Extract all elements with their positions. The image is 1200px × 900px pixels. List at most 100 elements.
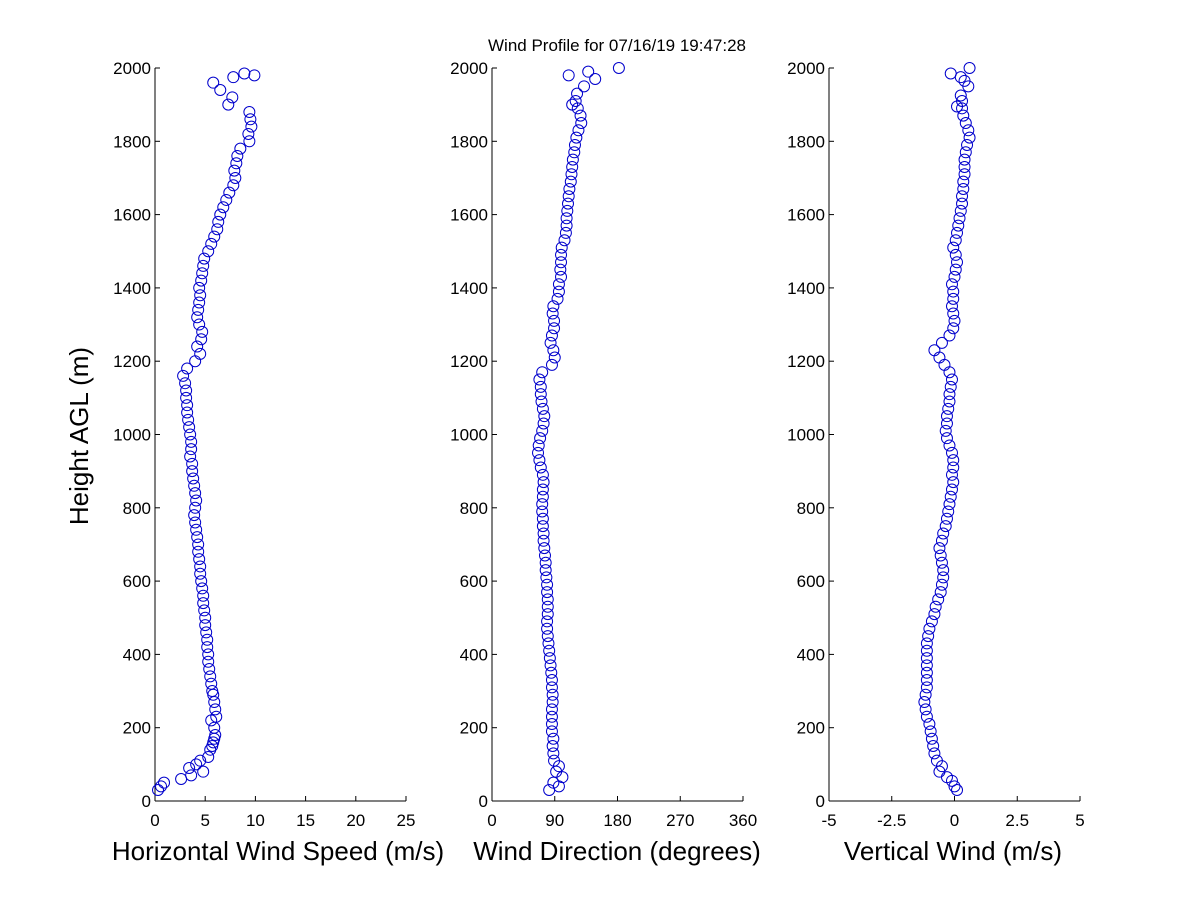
direction-data-point <box>548 322 561 335</box>
speed-data-point <box>198 252 211 265</box>
speed-data-point <box>199 619 212 632</box>
speed-data-point <box>205 677 218 690</box>
speed-data-point <box>195 333 208 346</box>
vertical-data-point <box>949 263 962 276</box>
vertical-y-tick-label: 600 <box>797 572 825 591</box>
direction-data-point <box>536 402 549 415</box>
direction-data-point <box>547 300 560 313</box>
vertical-data-point <box>919 688 932 701</box>
speed-data-point <box>217 201 230 214</box>
direction-y-tick-label: 0 <box>479 792 488 811</box>
wind-direction-panel: 0 200 400 600 800 1000 1200 1400 1600 1800 2000 0 90… <box>450 59 761 866</box>
vertical-data-point <box>961 138 974 151</box>
direction-data-point <box>532 446 545 459</box>
speed-data-point <box>196 325 209 338</box>
speed-data-point <box>202 648 215 661</box>
direction-data-point <box>534 461 547 474</box>
speed-data-point <box>189 501 202 514</box>
speed-data-point <box>210 710 223 723</box>
speed-data-point <box>209 729 222 742</box>
speed-data-point <box>193 553 206 566</box>
direction-data-point <box>555 248 568 261</box>
speed-data-point <box>207 76 220 89</box>
direction-x-tick-label: 0 <box>487 811 496 830</box>
vertical-data-point <box>958 153 971 166</box>
speed-data-point <box>229 171 242 184</box>
vertical-data-point <box>951 784 964 797</box>
speed-y-tick-label: 1800 <box>113 132 151 151</box>
direction-data-point <box>555 270 568 283</box>
vertical-y-tick-label: 2000 <box>787 59 825 78</box>
vertical-data-point <box>920 666 933 679</box>
speed-data-point <box>193 296 206 309</box>
chart-title: Wind Profile for 07/16/19 19:47:28 <box>488 36 746 55</box>
speed-data-point <box>187 472 200 485</box>
speed-x-axis-label: Horizontal Wind Speed (m/s) <box>112 836 444 866</box>
direction-data-point <box>537 417 550 430</box>
direction-data-point <box>541 600 554 613</box>
speed-data-point <box>155 780 168 793</box>
speed-data-point <box>192 303 205 316</box>
vertical-data-point <box>937 571 950 584</box>
speed-data-point <box>188 479 201 492</box>
vertical-data-point <box>932 593 945 606</box>
direction-data-point <box>566 160 579 173</box>
vertical-x-tick-label: 5 <box>1075 811 1084 830</box>
direction-data-point <box>552 285 565 298</box>
y-axis-label: Height AGL (m) <box>64 347 94 525</box>
direction-data-point <box>570 131 583 144</box>
vertical-data-point <box>920 674 933 687</box>
speed-data-point <box>190 494 203 507</box>
vertical-data-point <box>920 637 933 650</box>
direction-data-point <box>533 373 546 386</box>
speed-data-point <box>177 369 190 382</box>
direction-data-point <box>538 410 551 423</box>
vertical-data-point <box>959 116 972 129</box>
speed-data-point <box>181 362 194 375</box>
speed-data-point <box>190 523 203 536</box>
vertical-data-point <box>963 131 976 144</box>
speed-data-point <box>248 69 261 82</box>
direction-y-tick-label: 1800 <box>450 132 488 151</box>
vertical-data-point <box>925 732 938 745</box>
speed-data-point <box>211 223 224 236</box>
speed-data-point <box>195 575 208 588</box>
vertical-data-point <box>957 182 970 195</box>
vertical-x-tick-label: 2.5 <box>1005 811 1029 830</box>
direction-data-point <box>546 307 559 320</box>
speed-data-point <box>191 311 204 324</box>
vertical-data-point <box>935 578 948 591</box>
direction-data-point <box>582 65 595 78</box>
speed-y-tick-label: 0 <box>142 792 151 811</box>
vertical-data-point <box>940 432 953 445</box>
speed-data-point <box>202 655 215 668</box>
direction-data-point <box>537 534 550 547</box>
vertical-y-tick-label: 1200 <box>787 352 825 371</box>
vertical-data-point <box>944 380 957 393</box>
direction-data-point <box>544 659 557 672</box>
vertical-data-point <box>948 780 961 793</box>
direction-y-tick-label: 1400 <box>450 279 488 298</box>
vertical-data-point <box>945 373 958 386</box>
speed-data-point <box>242 127 255 140</box>
vertical-data-point <box>949 248 962 261</box>
vertical-data-point <box>935 534 948 547</box>
vertical-data-point <box>937 564 950 577</box>
direction-y-tick-label: 1000 <box>450 426 488 445</box>
direction-data-point <box>536 483 549 496</box>
speed-data-point <box>186 457 199 470</box>
vertical-data-point <box>945 468 958 481</box>
direction-data-point <box>536 520 549 533</box>
direction-data-point <box>545 329 558 342</box>
vertical-data-point <box>933 542 946 555</box>
direction-data-point <box>534 432 547 445</box>
speed-data-point <box>205 237 218 250</box>
vertical-data-point <box>939 520 952 533</box>
vertical-data-point <box>956 94 969 107</box>
vertical-data-point <box>943 498 956 511</box>
direction-data-point <box>545 725 558 738</box>
vertical-data-point <box>934 549 947 562</box>
vertical-data-point <box>937 527 950 540</box>
direction-data-point <box>543 644 556 657</box>
speed-data-point <box>193 281 206 294</box>
